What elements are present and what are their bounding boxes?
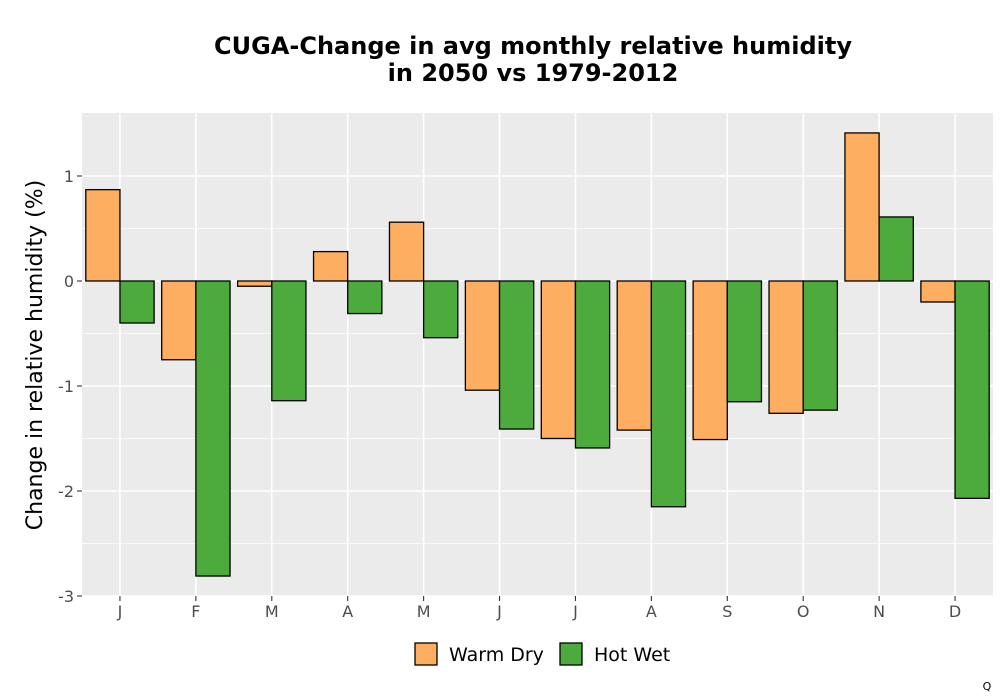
x-tick-label: A [646, 602, 657, 621]
x-tick-label: O [797, 602, 810, 621]
bar-warm-dry-2 [236, 280, 273, 287]
y-tick-label: -1 [58, 377, 74, 396]
bar-hot-wet-1 [195, 280, 231, 577]
bar-warm-dry-0 [85, 188, 121, 282]
bar-hot-wet-3 [347, 280, 383, 315]
bar-hot-wet-10 [878, 216, 914, 282]
grid-minor [82, 228, 993, 544]
x-tick-label: J [496, 602, 502, 621]
x-tick-label: S [722, 602, 732, 621]
bar-warm-dry-5 [464, 280, 501, 391]
bars [85, 132, 990, 577]
bar-hot-wet-4 [422, 280, 459, 339]
bar-hot-wet-6 [574, 280, 611, 449]
x-tick-label: J [117, 602, 123, 621]
corner-mark: Q [983, 680, 992, 693]
bar-warm-dry-1 [161, 280, 197, 361]
x-tick-label: F [191, 602, 200, 621]
plot-panel [82, 113, 993, 596]
legend-swatch-hot-wet [559, 642, 583, 666]
y-tick-label: 0 [64, 272, 74, 291]
x-tick-label: N [873, 602, 885, 621]
bar-warm-dry-8 [692, 280, 728, 441]
y-axis-label: Change in relative humidity (%) [23, 180, 48, 530]
y-tick-label: -2 [58, 482, 74, 501]
bar-warm-dry-11 [920, 280, 956, 303]
y-tick-label: 1 [64, 167, 74, 186]
y-tick-label: -3 [58, 587, 74, 606]
legend-label-warm-dry: Warm Dry [449, 644, 544, 666]
bar-warm-dry-9 [768, 280, 804, 414]
x-tick-label: D [949, 602, 961, 621]
bar-warm-dry-7 [616, 280, 653, 431]
legend: Warm Dry Hot Wet [414, 642, 670, 666]
x-tick-label: J [572, 602, 578, 621]
bar-warm-dry-4 [388, 221, 425, 282]
bar-warm-dry-6 [540, 280, 577, 440]
bar-hot-wet-8 [726, 280, 763, 403]
chart-title-line-2: in 2050 vs 1979-2012 [388, 59, 679, 87]
x-tick-label: M [417, 602, 431, 621]
bar-warm-dry-3 [312, 250, 349, 282]
x-tick-label: M [265, 602, 279, 621]
bar-hot-wet-7 [650, 280, 687, 508]
bar-hot-wet-5 [498, 280, 535, 430]
bar-warm-dry-10 [844, 132, 880, 282]
bar-hot-wet-11 [954, 280, 990, 500]
chart-title-line-1: CUGA-Change in avg monthly relative humi… [214, 32, 852, 60]
bar-hot-wet-0 [119, 280, 155, 324]
y-axis: 1 0 -1 -2 -3 [58, 167, 82, 606]
x-tick-label: A [342, 602, 353, 621]
bar-hot-wet-9 [802, 280, 839, 411]
legend-swatch-warm-dry [414, 642, 438, 666]
bar-hot-wet-2 [271, 280, 307, 402]
legend-label-hot-wet: Hot Wet [594, 644, 670, 666]
